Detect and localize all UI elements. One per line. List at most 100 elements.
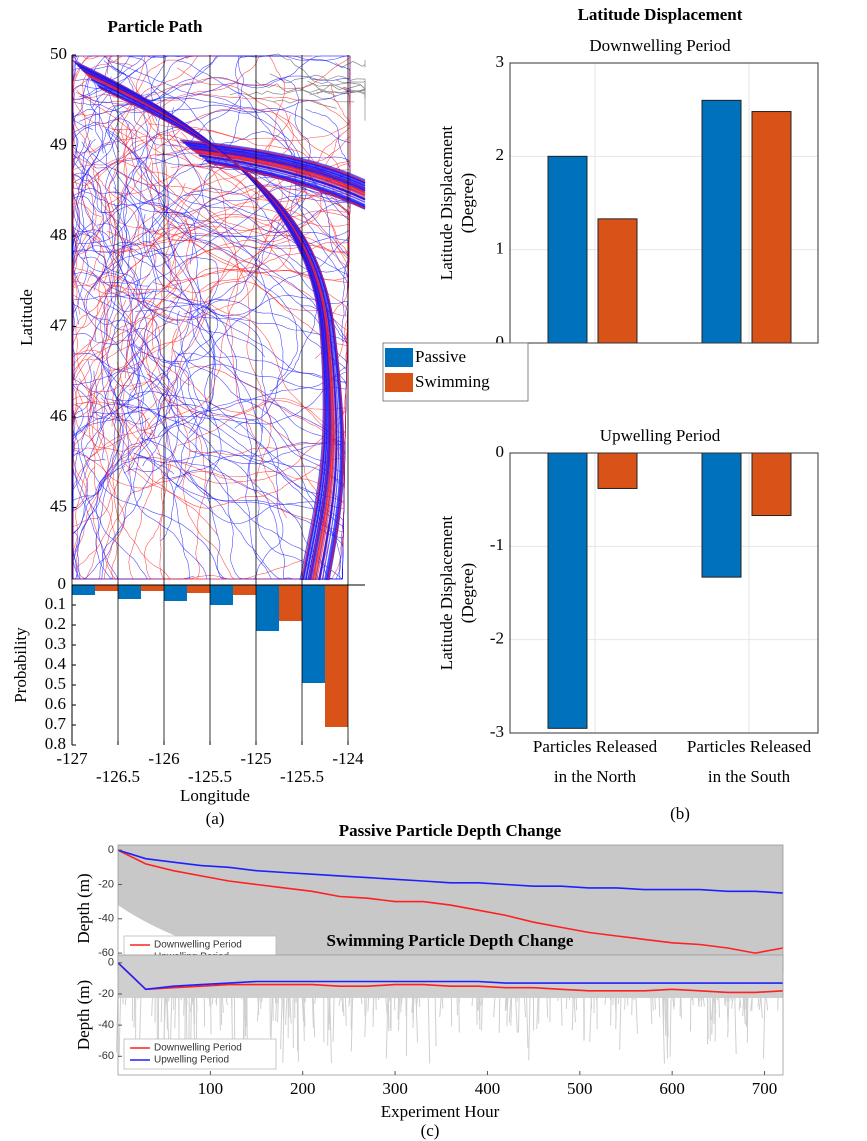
strait — [189, 146, 366, 191]
trajectory — [144, 55, 351, 98]
ensemble-trace — [285, 993, 288, 1025]
ensemble-trace — [189, 994, 193, 1012]
ensemble-trace — [439, 993, 442, 1018]
trajectory — [103, 126, 330, 286]
trajectory — [111, 190, 343, 427]
ensemble-trace — [654, 992, 657, 1010]
y-axis-label: Latitude Displacement — [437, 516, 456, 671]
ensemble-trace — [575, 992, 578, 1011]
ensemble-trace — [546, 993, 550, 999]
trajectory — [142, 103, 299, 433]
legend-label: Downwelling Period — [154, 1043, 242, 1054]
y-tick-label: 49 — [50, 134, 67, 153]
trajectory — [72, 156, 172, 289]
plot-frame — [509, 62, 819, 344]
ensemble-trace — [303, 988, 307, 996]
x-tick-label: 600 — [659, 1079, 685, 1098]
ensemble-trace — [716, 986, 720, 1001]
legend-label: Passive — [415, 347, 466, 366]
ensemble-trace — [282, 987, 285, 1063]
y-axis-label: Latitude Displacement — [437, 126, 456, 281]
ensemble-trace — [508, 991, 511, 994]
ensemble-trace — [175, 993, 178, 999]
ensemble-trace — [528, 994, 531, 1061]
ensemble-trace — [542, 988, 546, 992]
bar — [210, 585, 233, 605]
ensemble-trace — [269, 991, 272, 995]
ensemble-trace — [389, 992, 392, 1002]
ensemble-trace — [193, 986, 196, 1025]
x-tick-label: -127 — [56, 749, 88, 768]
ensemble-trace — [183, 986, 185, 1016]
panel-caption: (a) — [206, 809, 225, 828]
ensemble-trace — [256, 993, 260, 1022]
coastline — [248, 82, 337, 97]
trajectory — [85, 165, 171, 381]
ensemble-trace — [135, 993, 139, 1000]
x-tick-label: 500 — [567, 1079, 593, 1098]
trajectory — [73, 434, 125, 580]
bar — [256, 585, 279, 631]
chart-title: Latitude Displacement — [578, 5, 743, 24]
x-tick-label: 700 — [752, 1079, 778, 1098]
ensemble-trace — [733, 994, 736, 1001]
chart-subtitle: Upwelling Period — [600, 426, 721, 445]
ensemble-trace — [387, 986, 391, 1000]
ensemble-trace — [671, 993, 675, 1010]
trajectory — [142, 398, 346, 580]
trajectory — [129, 56, 197, 265]
ensemble-trace — [443, 988, 446, 991]
trajectory — [72, 393, 164, 580]
ensemble-trace — [364, 991, 368, 1038]
ensemble-trace — [311, 991, 314, 1028]
bar — [72, 585, 95, 595]
y-tick-label: 2 — [496, 145, 505, 164]
trajectory — [151, 101, 294, 351]
bar — [547, 452, 588, 729]
ensemble-trace — [121, 986, 125, 991]
bar — [597, 452, 638, 489]
trajectory — [126, 295, 175, 580]
y-tick-label: 0 — [108, 957, 114, 969]
ensemble-trace — [615, 986, 618, 1002]
trajectory — [101, 135, 156, 495]
ensemble-trace — [412, 993, 415, 1028]
legend-label: Upwelling Period — [154, 1055, 229, 1066]
trajectory — [72, 125, 102, 218]
legend-label: Swimming — [415, 372, 490, 391]
bar — [141, 585, 164, 591]
bar — [701, 452, 742, 578]
y-tick-label: 0 — [496, 442, 505, 461]
ensemble-trace — [174, 988, 177, 1029]
ensemble-trace — [378, 988, 381, 999]
coastline — [345, 89, 366, 121]
ensemble-trace — [498, 991, 501, 1033]
ensemble-trace — [583, 986, 587, 989]
legend-swatch — [385, 348, 413, 367]
legend-box — [123, 1038, 277, 1070]
ensemble-trace — [224, 992, 228, 1006]
ensemble-trace — [571, 985, 574, 1031]
ensemble-trace — [350, 986, 354, 1052]
chart-subtitle: Downwelling Period — [589, 36, 731, 55]
ensemble-trace — [631, 985, 633, 1015]
chart-title: Particle Path — [108, 17, 203, 36]
spaghetti-background — [115, 955, 783, 1069]
bar — [164, 585, 187, 601]
coastal-band — [82, 70, 332, 581]
strait — [194, 151, 366, 196]
ensemble-trace — [604, 994, 607, 1005]
x-axis-label: Longitude — [180, 786, 250, 805]
y-tick-label: 0.5 — [45, 674, 66, 693]
y-tick-label: -20 — [98, 988, 114, 1000]
trajectory — [128, 76, 178, 448]
ensemble-trace — [480, 993, 484, 1006]
strait — [202, 157, 366, 203]
ensemble-trace — [573, 991, 577, 1023]
ensemble-trace — [456, 988, 458, 1016]
y-tick-label: 0 — [108, 844, 114, 856]
trajectory — [108, 134, 341, 371]
trajectory — [72, 298, 132, 580]
ensemble-trace — [243, 994, 245, 1021]
ensemble-trace — [367, 985, 370, 1012]
